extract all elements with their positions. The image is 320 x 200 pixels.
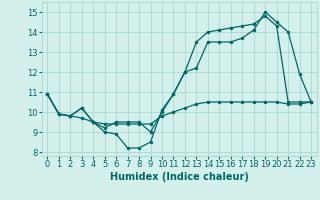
X-axis label: Humidex (Indice chaleur): Humidex (Indice chaleur) [110, 172, 249, 182]
